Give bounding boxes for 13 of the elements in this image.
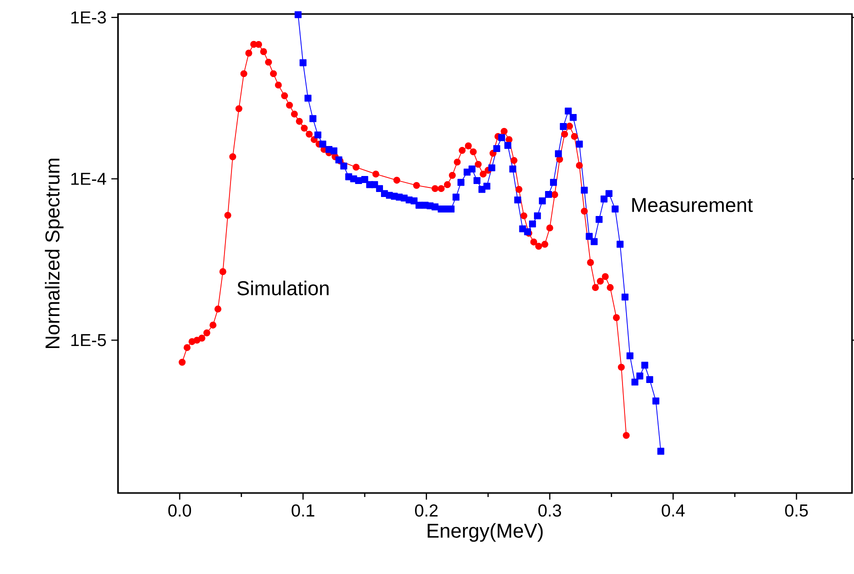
series-label: Simulation [237, 280, 329, 296]
x-tick-label: 0.0 [168, 504, 192, 517]
y-tick-label: 1E-3 [71, 11, 106, 24]
x-tick-label: 0.1 [292, 504, 314, 517]
y-axis-title: Normalized Spectrum [44, 158, 64, 348]
x-axis-title: Energy(MeV) [428, 523, 543, 542]
x-tick-label: 0.2 [415, 504, 438, 517]
y-tick-label: 1E-4 [71, 172, 106, 185]
y-tick-label: 1E-5 [71, 334, 106, 346]
x-tick-label: 0.5 [785, 504, 808, 517]
x-tick-label: 0.4 [662, 504, 685, 517]
series-label: Measurement [632, 198, 753, 212]
x-tick-label: 0.3 [538, 504, 562, 517]
